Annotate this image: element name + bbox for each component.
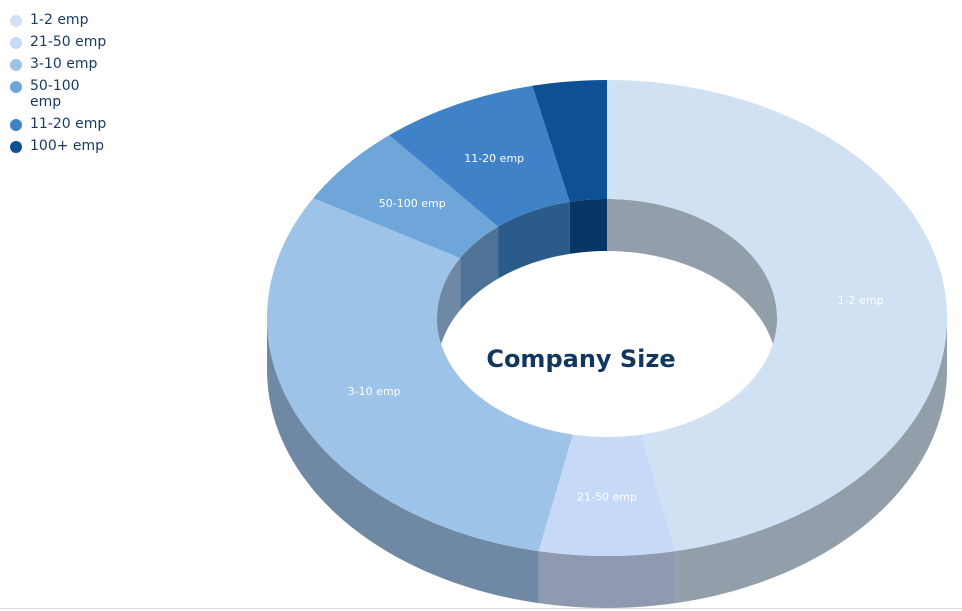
donut-slice[interactable] xyxy=(267,198,573,552)
legend-swatch xyxy=(10,141,22,153)
legend-item[interactable]: 100+ emp xyxy=(8,138,128,154)
inner-wall xyxy=(607,199,777,370)
outer-wall xyxy=(267,318,539,604)
slice-label: 11-20 emp xyxy=(464,152,524,165)
legend-item[interactable]: 3-10 emp xyxy=(8,56,128,72)
inner-wall xyxy=(498,201,570,279)
outer-wall xyxy=(675,318,947,604)
legend-label: 1-2 emp xyxy=(30,12,89,28)
legend-swatch xyxy=(10,119,22,131)
legend-label: 100+ emp xyxy=(30,138,105,154)
legend-label: 21-50 emp xyxy=(30,34,107,50)
chart-title: Company Size xyxy=(486,345,675,373)
inner-wall xyxy=(437,258,461,370)
inner-wall xyxy=(569,199,607,254)
legend-swatch xyxy=(10,37,22,49)
legend-item[interactable]: 1-2 emp xyxy=(8,12,128,28)
donut-slice[interactable] xyxy=(313,135,499,259)
chart-legend: 1-2 emp 21-50 emp 3-10 emp 50-100 emp 11-20 … xyxy=(8,12,128,160)
outer-wall xyxy=(538,551,676,608)
legend-swatch xyxy=(10,59,22,71)
slice-label: 1-2 emp xyxy=(838,294,884,307)
legend-item[interactable]: 21-50 emp xyxy=(8,34,128,50)
slice-label: 21-50 emp xyxy=(577,491,637,504)
donut-slice[interactable] xyxy=(389,85,570,227)
inner-wall xyxy=(460,226,499,311)
legend-swatch xyxy=(10,81,22,93)
donut-slice[interactable] xyxy=(532,80,607,202)
donut-slice[interactable] xyxy=(607,80,947,552)
legend-label: 50-100 emp xyxy=(30,78,80,110)
legend-item[interactable]: 11-20 emp xyxy=(8,116,128,132)
legend-label: 3-10 emp xyxy=(30,56,98,72)
legend-item[interactable]: 50-100 emp xyxy=(8,78,128,110)
donut-slice[interactable] xyxy=(538,434,676,556)
legend-swatch xyxy=(10,15,22,27)
slice-label: 3-10 emp xyxy=(348,385,401,398)
bottom-divider xyxy=(0,608,962,609)
slice-label: 50-100 emp xyxy=(379,197,446,210)
legend-label: 11-20 emp xyxy=(30,116,107,132)
